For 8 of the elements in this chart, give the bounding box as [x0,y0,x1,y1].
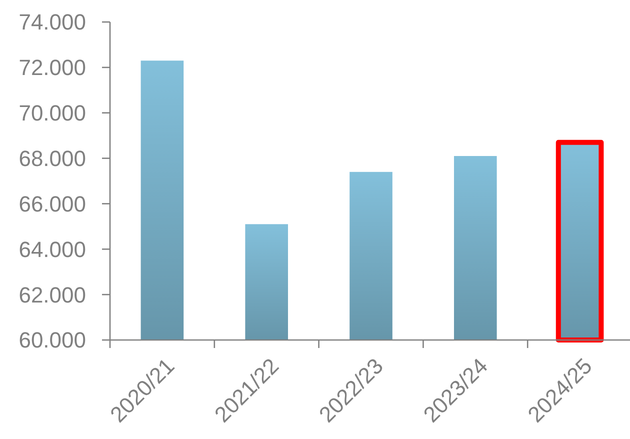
y-tick-label: 68.000 [18,146,86,171]
y-tick-label: 66.000 [18,191,86,216]
y-tick-label: 64.000 [18,236,86,262]
y-tick-label: 62.000 [18,282,86,308]
y-tick-label: 60.000 [18,328,86,353]
y-tick-label: 70.000 [18,100,86,126]
y-tick-label: 72.000 [18,55,86,80]
y-tick-label: 74.000 [18,10,86,35]
